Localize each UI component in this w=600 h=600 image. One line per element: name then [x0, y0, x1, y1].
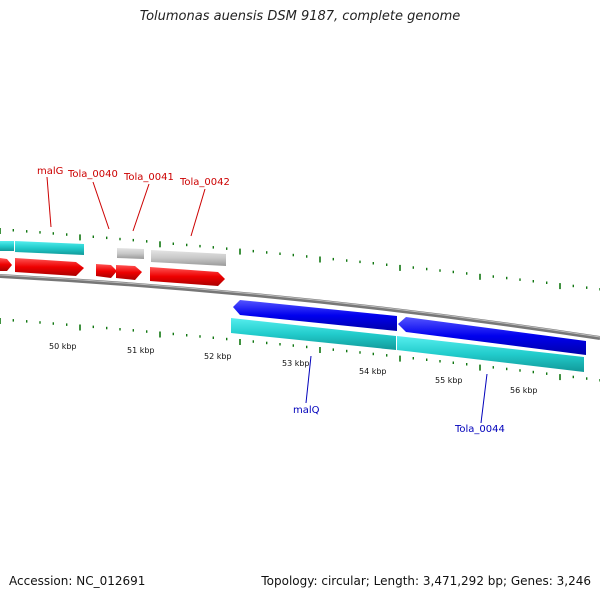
gene-label-tola-0041[interactable]: Tola_0041 [123, 172, 174, 183]
gene-arrow [398, 317, 586, 355]
gene-arrow [15, 258, 84, 276]
reverse-gene-track [233, 300, 586, 355]
gene-bar [151, 250, 226, 266]
gene-label-malQ[interactable]: malQ [293, 405, 320, 416]
cds-bar [397, 336, 584, 372]
gene-label-tola-0042[interactable]: Tola_0042 [179, 177, 230, 188]
cds-bar [15, 241, 84, 255]
cds-bar [0, 241, 14, 251]
gene-arrow [116, 265, 142, 280]
kbp-label: 56 kbp [510, 386, 538, 395]
gene-arrow [96, 264, 117, 278]
gene-arrow [0, 258, 12, 271]
genome-backbone [0, 274, 600, 340]
forward-cds-track [0, 241, 226, 266]
gene-bar [117, 248, 144, 259]
gene-arrow [150, 267, 225, 286]
label-leaders [46, 176, 488, 424]
map-title: Tolumonas auensis DSM 9187, complete gen… [139, 9, 461, 24]
kbp-scale: 50 kbp 51 kbp 52 kbp 53 kbp 54 kbp 55 kb… [49, 342, 538, 395]
cds-bar [231, 318, 396, 350]
upper-tick-track [0, 228, 600, 291]
kbp-label: 55 kbp [435, 376, 463, 385]
kbp-label: 50 kbp [49, 342, 77, 351]
reverse-cds-track [231, 318, 584, 372]
accession-text: Accession: NC_012691 [9, 574, 146, 588]
forward-gene-track [0, 258, 225, 286]
kbp-label: 51 kbp [127, 346, 155, 355]
gene-label-tola-0040[interactable]: Tola_0040 [67, 169, 118, 180]
gene-labels: malG Tola_0040 Tola_0041 Tola_0042 malQ … [37, 166, 505, 435]
genome-summary-text: Topology: circular; Length: 3,471,292 bp… [261, 574, 591, 588]
gene-label-tola-0044[interactable]: Tola_0044 [454, 424, 505, 435]
kbp-label: 54 kbp [359, 367, 387, 376]
gene-arrow [233, 300, 397, 331]
gene-label-malG[interactable]: malG [37, 166, 63, 177]
lower-tick-track [0, 318, 600, 382]
kbp-label: 52 kbp [204, 352, 232, 361]
kbp-label: 53 kbp [282, 359, 310, 368]
